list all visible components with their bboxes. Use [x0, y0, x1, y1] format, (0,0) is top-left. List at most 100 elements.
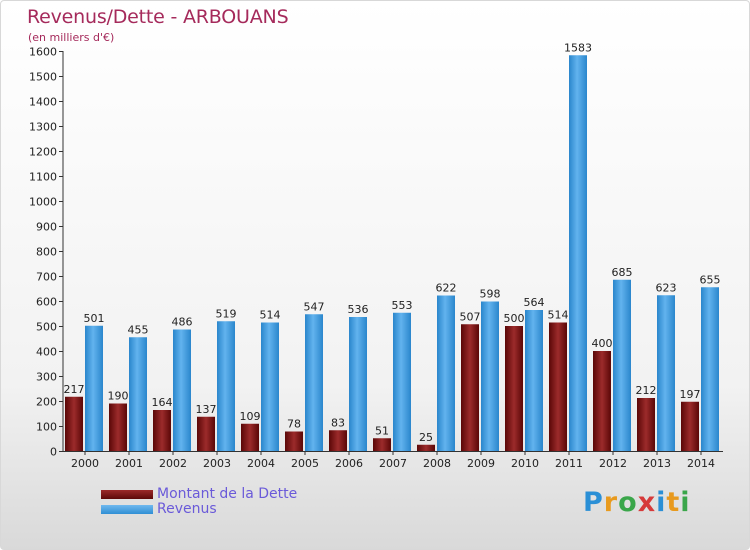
- x-tick-label: 2001: [115, 457, 143, 470]
- y-tick-label: 700: [36, 271, 57, 284]
- logo-letter: o: [618, 487, 638, 518]
- x-tick-label: 2000: [71, 457, 99, 470]
- y-tick-label: 1100: [29, 171, 57, 184]
- bar-revenus: [217, 321, 235, 451]
- bar-dette: [197, 416, 215, 451]
- data-label-revenus: 455: [128, 323, 149, 336]
- bar-dette: [109, 403, 127, 451]
- data-label-dette: 217: [64, 383, 85, 396]
- legend-swatch-revenus: [101, 505, 153, 514]
- y-tick-label: 100: [36, 421, 57, 434]
- data-label-revenus: 553: [392, 299, 413, 312]
- data-label-dette: 190: [108, 390, 129, 403]
- x-tick-label: 2006: [335, 457, 363, 470]
- bar-revenus: [613, 279, 631, 451]
- logo-letter: i: [680, 487, 691, 518]
- data-label-dette: 400: [592, 337, 613, 350]
- bar-revenus: [129, 337, 147, 451]
- data-label-revenus: 655: [700, 273, 721, 286]
- bar-revenus: [349, 317, 367, 451]
- bar-dette: [153, 410, 171, 451]
- data-label-revenus: 547: [304, 300, 325, 313]
- y-tick-label: 1200: [29, 146, 57, 159]
- data-label-revenus: 623: [656, 281, 677, 294]
- data-label-dette: 83: [331, 416, 345, 429]
- data-label-dette: 137: [196, 403, 217, 416]
- data-label-revenus: 514: [260, 309, 281, 322]
- data-label-dette: 197: [680, 388, 701, 401]
- bar-revenus: [85, 325, 103, 451]
- data-label-revenus: 486: [172, 316, 193, 329]
- bar-revenus: [437, 295, 455, 451]
- bar-revenus: [657, 295, 675, 451]
- y-tick-label: 400: [36, 346, 57, 359]
- data-label-dette: 507: [460, 310, 481, 323]
- x-tick-label: 2013: [643, 457, 671, 470]
- data-label-revenus: 685: [612, 266, 633, 279]
- data-label-dette: 25: [419, 431, 433, 444]
- x-tick-label: 2007: [379, 457, 407, 470]
- logo-letter: x: [637, 487, 657, 518]
- x-axis: 2000 2001 2002 2003 2004 2005 2006 2007 2008 2009…: [63, 451, 723, 470]
- y-tick-label: 1500: [29, 71, 57, 84]
- y-tick-label: 300: [36, 371, 57, 384]
- data-label-dette: 51: [375, 424, 389, 437]
- data-label-revenus: 622: [436, 282, 457, 295]
- logo-letter: t: [666, 487, 681, 518]
- y-tick-label: 900: [36, 221, 57, 234]
- bar-revenus: [701, 287, 719, 451]
- bar-revenus: [393, 312, 411, 451]
- x-tick-label: 2009: [467, 457, 495, 470]
- bar-dette: [417, 444, 435, 451]
- x-tick-label: 2014: [687, 457, 715, 470]
- proxiti-logo: Proxiti: [583, 487, 691, 518]
- bar-dette: [505, 326, 523, 451]
- logo-letter: i: [656, 487, 667, 518]
- x-tick-label: 2004: [247, 457, 275, 470]
- bar-revenus: [261, 322, 279, 451]
- bar-dette: [593, 351, 611, 451]
- x-tick-label: 2012: [599, 457, 627, 470]
- x-tick-label: 2011: [555, 457, 583, 470]
- y-tick-label: 1600: [29, 46, 57, 59]
- bar-revenus: [173, 329, 191, 451]
- data-label-dette: 78: [287, 418, 301, 431]
- bar-dette: [373, 438, 391, 451]
- logo-letter: r: [603, 487, 619, 518]
- bar-dette: [549, 322, 567, 451]
- x-tick-label: 2005: [291, 457, 319, 470]
- x-tick-label: 2008: [423, 457, 451, 470]
- bar-dette: [461, 324, 479, 451]
- x-tick-label: 2003: [203, 457, 231, 470]
- legend-label-dette: Montant de la Dette: [157, 486, 298, 502]
- data-label-revenus: 536: [348, 303, 369, 316]
- bar-dette: [285, 431, 303, 451]
- bar-dette: [65, 396, 83, 451]
- bar-dette: [241, 423, 259, 451]
- data-label-dette: 500: [504, 312, 525, 325]
- bar-revenus: [569, 55, 587, 451]
- bar-dette: [681, 401, 699, 451]
- x-tick-label: 2002: [159, 457, 187, 470]
- y-tick-label: 200: [36, 396, 57, 409]
- legend-swatch-dette: [101, 490, 153, 499]
- data-label-dette: 164: [152, 396, 173, 409]
- y-tick-label: 0: [50, 446, 57, 459]
- y-axis: 0 100 200 300 400 500 600 700 800 900 1000 1100 1200…: [29, 46, 64, 459]
- y-tick-label: 1300: [29, 121, 57, 134]
- y-tick-label: 500: [36, 321, 57, 334]
- data-label-dette: 514: [548, 309, 569, 322]
- bar-dette: [637, 398, 655, 451]
- data-label-dette: 109: [240, 410, 261, 423]
- data-labels: 217 501 190 455 164 486 137 519 109 514 78 547 83 536…: [64, 41, 721, 444]
- bars: [65, 55, 719, 451]
- data-label-revenus: 564: [524, 296, 545, 309]
- data-label-revenus: 598: [480, 288, 501, 301]
- y-tick-label: 1400: [29, 96, 57, 109]
- legend-label-revenus: Revenus: [157, 501, 217, 517]
- data-label-revenus: 501: [84, 312, 105, 325]
- y-tick-label: 1000: [29, 196, 57, 209]
- bar-revenus: [481, 301, 499, 451]
- y-tick-label: 800: [36, 246, 57, 259]
